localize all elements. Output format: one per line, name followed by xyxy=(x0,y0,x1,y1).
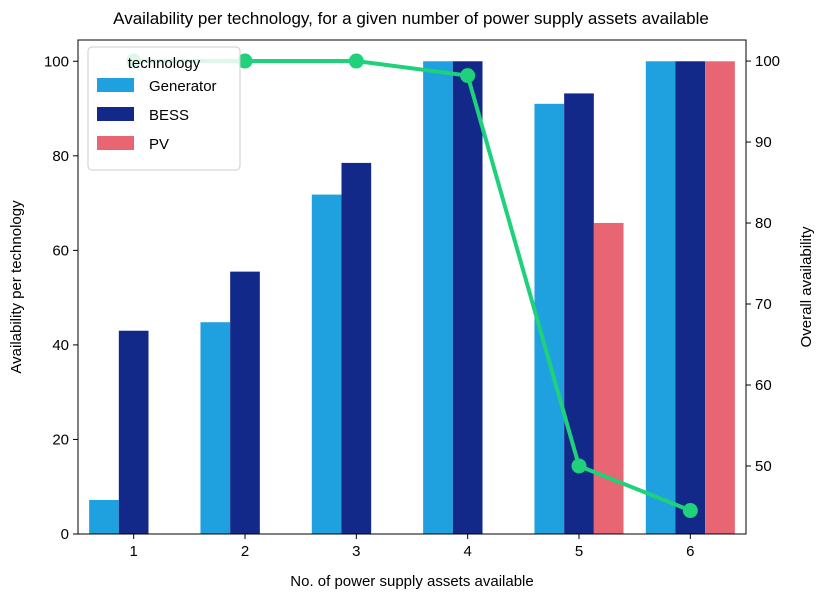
y2-tick-label: 80 xyxy=(755,215,772,232)
y2-axis-label: Overall availability xyxy=(798,226,815,347)
y2-tick-label: 70 xyxy=(755,296,772,313)
bar-bess-3 xyxy=(341,162,372,534)
legend-label-pv: PV xyxy=(149,136,169,153)
x-tick-label: 5 xyxy=(575,543,583,560)
chart-title: Availability per technology, for a given… xyxy=(113,9,709,28)
bar-generator-1 xyxy=(89,499,119,534)
y-axis-label: Availability per technology xyxy=(8,200,25,374)
y-tick-label: 100 xyxy=(44,53,69,70)
bar-generator-4 xyxy=(423,61,453,534)
overall-point-2 xyxy=(237,53,253,69)
overall-point-4 xyxy=(460,68,476,84)
overall-point-3 xyxy=(348,53,364,69)
y-tick-label: 40 xyxy=(52,337,69,354)
legend-swatch-pv xyxy=(97,136,134,150)
y2-tick-label: 60 xyxy=(755,377,772,394)
legend-title: technology xyxy=(128,55,201,72)
legend-swatch-generator xyxy=(97,78,134,92)
bar-generator-2 xyxy=(200,322,231,534)
legend-label-generator: Generator xyxy=(149,78,217,95)
x-tick-label: 4 xyxy=(463,543,471,560)
bar-pv-5 xyxy=(593,222,624,535)
y2-tick-label: 50 xyxy=(755,458,772,475)
legend: technology Generator BESS PV xyxy=(87,46,241,171)
x-tick-label: 6 xyxy=(686,543,694,560)
bar-generator-6 xyxy=(645,61,676,534)
bar-bess-4 xyxy=(452,61,483,534)
bar-bess-6 xyxy=(675,61,706,534)
y-tick-label: 80 xyxy=(52,148,69,165)
y-axis-right: 50 60 70 80 90 100 xyxy=(746,53,780,475)
y-tick-label: 0 xyxy=(61,526,69,543)
x-tick-label: 1 xyxy=(129,543,137,560)
bar-generator-3 xyxy=(311,194,342,534)
bar-bess-1 xyxy=(118,330,149,534)
overall-point-6 xyxy=(682,503,698,519)
x-axis: 1 2 3 4 5 6 xyxy=(129,534,695,560)
y2-tick-label: 90 xyxy=(755,134,772,151)
x-axis-label: No. of power supply assets available xyxy=(290,573,533,590)
overall-point-5 xyxy=(571,458,587,474)
bar-bess-2 xyxy=(230,271,260,534)
x-tick-label: 3 xyxy=(352,543,360,560)
legend-swatch-bess xyxy=(97,107,134,121)
x-tick-label: 2 xyxy=(241,543,249,560)
y-tick-label: 20 xyxy=(52,431,69,448)
bar-pv-6 xyxy=(705,61,735,534)
y-axis-left: 0 20 40 60 80 100 xyxy=(44,53,78,543)
bar-generator-5 xyxy=(534,103,565,535)
y-tick-label: 60 xyxy=(52,242,69,259)
plot-frame xyxy=(77,39,747,535)
legend-label-bess: BESS xyxy=(149,107,189,124)
y2-tick-label: 100 xyxy=(755,53,780,70)
